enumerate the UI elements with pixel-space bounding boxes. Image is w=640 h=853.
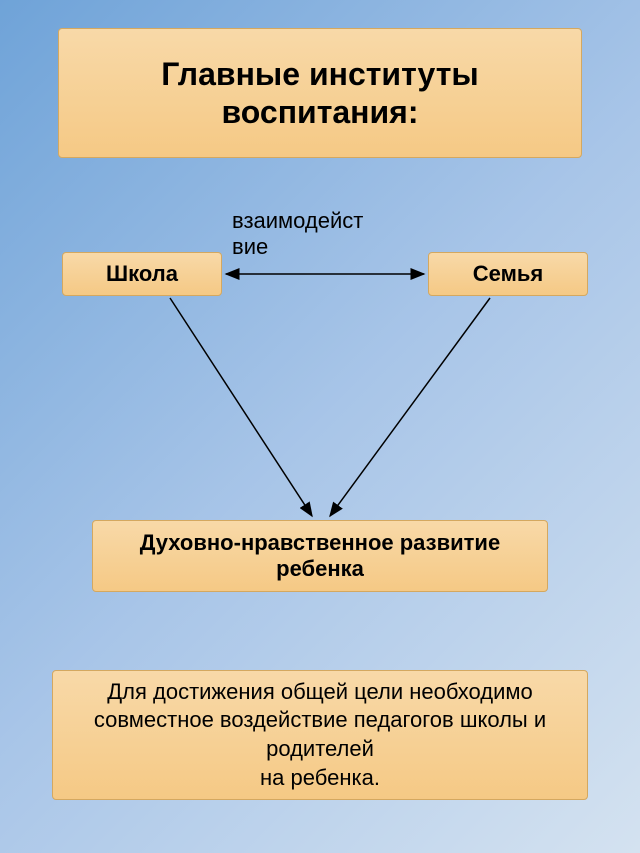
school-box: Школа [62,252,222,296]
interaction-label: взаимодейст вие [232,208,412,260]
family-box: Семья [428,252,588,296]
title-text: Главные институты воспитания: [67,55,573,132]
family-text: Семья [473,261,543,287]
conclusion-box: Для достижения общей цели необходимо сов… [52,670,588,800]
conclusion-text: Для достижения общей цели необходимо сов… [61,678,579,792]
family-to-development-arrow [330,298,490,516]
development-text: Духовно-нравственное развитие ребенка [101,530,539,583]
school-to-development-arrow [170,298,312,516]
title-box: Главные институты воспитания: [58,28,582,158]
development-box: Духовно-нравственное развитие ребенка [92,520,548,592]
school-text: Школа [106,261,178,287]
